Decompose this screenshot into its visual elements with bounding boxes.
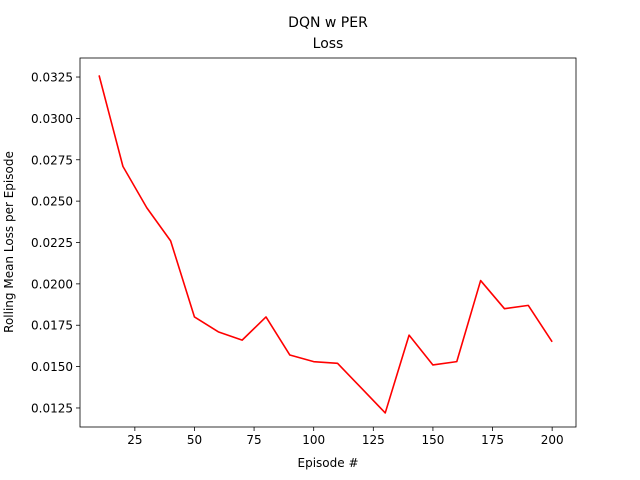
- y-tick-label: 0.0275: [31, 153, 73, 167]
- y-tick-label: 0.0125: [31, 401, 73, 415]
- chart-title: DQN w PER: [288, 15, 368, 31]
- y-tick-label: 0.0325: [31, 71, 73, 85]
- x-tick-label: 75: [246, 433, 261, 447]
- chart-subtitle: Loss: [313, 36, 344, 52]
- y-tick-label: 0.0225: [31, 236, 73, 250]
- y-tick-label: 0.0250: [31, 195, 73, 209]
- y-axis-ticks: 0.0125 0.0150 0.0175 0.0200 0.0225 0.0250 0.02…: [31, 71, 80, 415]
- x-tick-label: 200: [541, 433, 564, 447]
- x-axis-ticks: 25 50 75 100 125 150 175 200: [127, 427, 564, 447]
- x-tick-label: 100: [302, 433, 325, 447]
- plot-frame: [79, 57, 577, 428]
- y-tick-label: 0.0200: [31, 277, 73, 291]
- y-tick-label: 0.0150: [31, 360, 73, 374]
- x-axis-label: Episode #: [298, 456, 359, 470]
- y-tick-label: 0.0300: [31, 112, 73, 126]
- x-tick-label: 25: [127, 433, 142, 447]
- x-tick-label: 125: [362, 433, 385, 447]
- y-axis-label: Rolling Mean Loss per Episode: [2, 151, 16, 333]
- y-tick-label: 0.0175: [31, 319, 73, 333]
- loss-series-line: [98, 75, 553, 414]
- plot-series: [98, 75, 553, 414]
- x-tick-label: 150: [421, 433, 444, 447]
- x-tick-label: 50: [187, 433, 202, 447]
- x-tick-label: 175: [481, 433, 504, 447]
